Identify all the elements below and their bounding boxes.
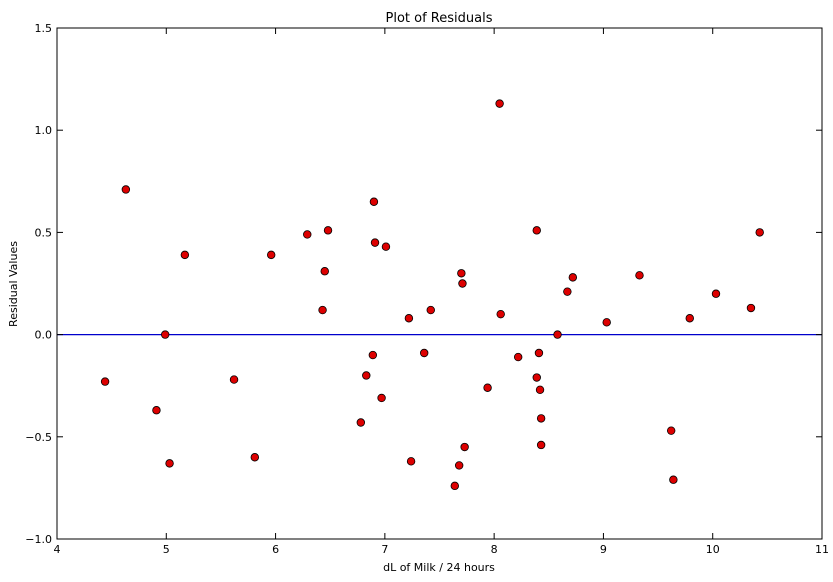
data-point	[532, 373, 541, 382]
plot-area	[57, 99, 822, 491]
data-point	[460, 442, 469, 452]
plot-frame	[56, 27, 823, 540]
data-point	[100, 377, 110, 386]
x-tick-label: 9	[600, 543, 607, 556]
data-point	[303, 230, 312, 239]
data-point	[685, 314, 694, 323]
y-axis: 1.5 1.0 0.5 0.0 −0.5 −1.0	[25, 22, 822, 546]
data-point	[420, 348, 429, 358]
x-tick-label: 5	[163, 543, 170, 556]
data-point	[356, 418, 366, 427]
x-axis-title: dL of Milk / 24 hours	[383, 561, 495, 574]
data-point	[669, 475, 678, 484]
x-tick-label: 4	[54, 543, 61, 556]
data-point	[250, 453, 260, 462]
y-tick-label: −0.5	[25, 431, 52, 444]
data-point	[377, 393, 386, 403]
y-axis-title: Residual Values	[7, 241, 20, 327]
data-point	[496, 309, 505, 319]
data-point	[458, 279, 467, 288]
x-tick-label: 11	[815, 543, 829, 556]
data-point	[746, 303, 756, 313]
data-point	[532, 226, 541, 235]
data-point	[381, 242, 391, 251]
x-tick-label: 10	[706, 543, 720, 556]
data-point	[711, 289, 721, 298]
data-point	[267, 250, 276, 260]
data-point	[553, 330, 562, 339]
data-point	[320, 267, 329, 276]
y-tick-label: 1.0	[35, 124, 53, 137]
data-point	[369, 197, 379, 206]
data-point	[370, 238, 380, 247]
data-point	[454, 461, 464, 470]
data-point	[666, 426, 676, 435]
data-point	[318, 305, 327, 315]
x-tick-label: 8	[491, 543, 498, 556]
data-point	[536, 440, 546, 450]
data-point	[513, 352, 523, 362]
data-point	[323, 226, 333, 235]
data-point	[563, 287, 572, 296]
x-tick-label: 6	[272, 543, 279, 556]
data-point	[450, 481, 459, 491]
data-point	[495, 99, 504, 108]
data-point	[165, 459, 174, 468]
data-point	[426, 305, 435, 315]
data-point	[406, 457, 416, 466]
data-point	[635, 271, 644, 280]
y-tick-label: 0.5	[35, 226, 53, 239]
data-point	[483, 383, 492, 392]
data-point	[534, 348, 544, 358]
data-point	[602, 318, 611, 327]
data-point	[568, 273, 578, 282]
data-point	[180, 250, 190, 260]
data-point	[160, 330, 170, 339]
data-point	[755, 228, 764, 237]
data-point	[404, 314, 414, 323]
data-point	[536, 414, 546, 423]
data-point	[229, 375, 239, 384]
x-axis: 4 5 6 7 8 9 10 11	[54, 28, 829, 556]
data-point	[457, 269, 466, 278]
data-point	[535, 385, 545, 394]
data-point	[152, 406, 161, 415]
data-point	[121, 185, 131, 194]
chart-title: Plot of Residuals	[386, 11, 493, 26]
y-tick-label: 0.0	[35, 329, 53, 342]
y-tick-label: −1.0	[25, 533, 52, 546]
x-tick-label: 7	[381, 543, 388, 556]
data-point	[362, 371, 371, 380]
y-tick-label: 1.5	[35, 22, 53, 35]
data-point	[368, 350, 378, 360]
